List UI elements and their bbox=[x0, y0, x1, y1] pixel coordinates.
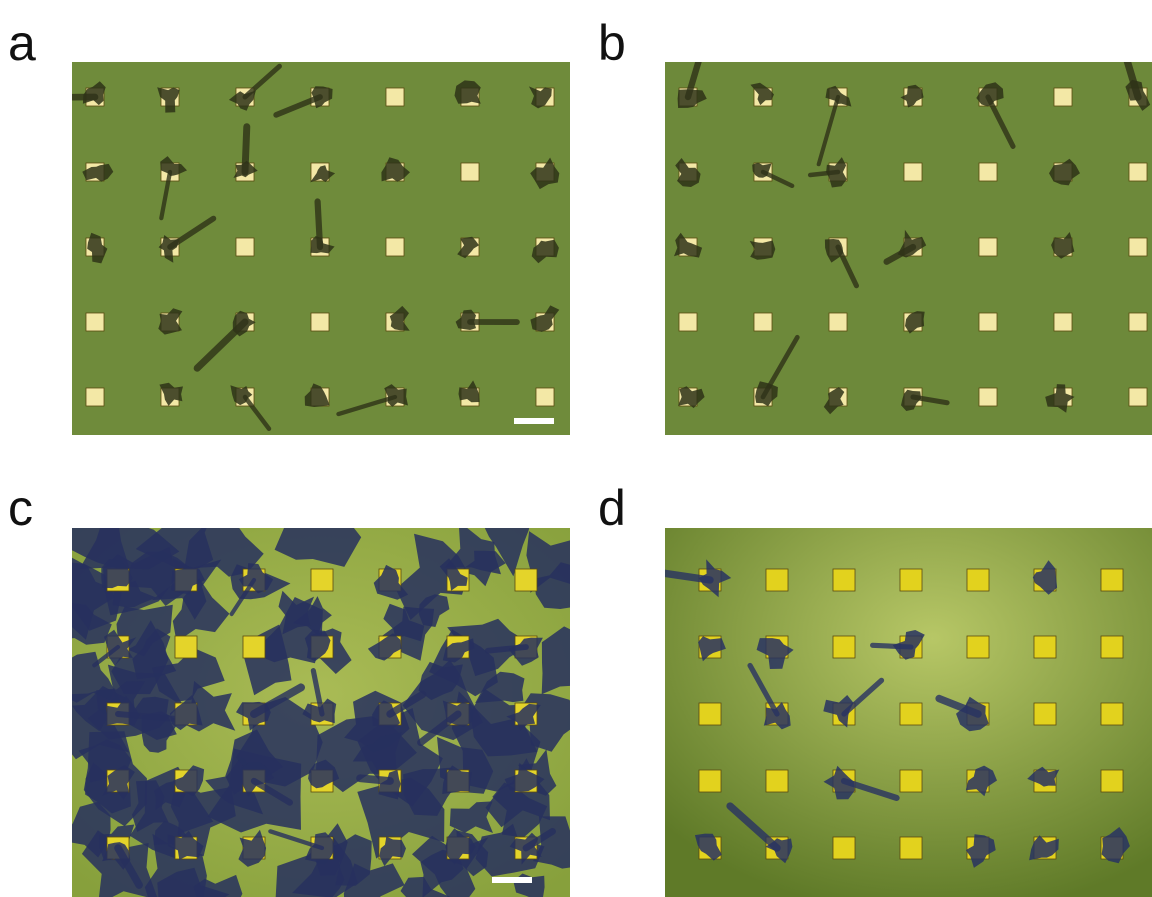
electrode-pad bbox=[766, 569, 788, 591]
figure: a b c d bbox=[0, 0, 1152, 897]
electrode-pad bbox=[1129, 163, 1147, 181]
electrode-pad bbox=[236, 238, 254, 256]
electrode-pad bbox=[900, 703, 922, 725]
electrode-pad bbox=[515, 569, 537, 591]
electrode-pad bbox=[833, 569, 855, 591]
electrode-pad bbox=[754, 313, 772, 331]
electrode-pad bbox=[86, 313, 104, 331]
panel-label: b bbox=[598, 15, 626, 71]
electrode-pad bbox=[1101, 636, 1123, 658]
scale-bar bbox=[492, 877, 532, 883]
electrode-pad bbox=[833, 636, 855, 658]
electrode-pad bbox=[311, 313, 329, 331]
electrode-pad bbox=[536, 388, 554, 406]
electrode-pad bbox=[1101, 569, 1123, 591]
electrode-pad bbox=[967, 569, 989, 591]
electrode-pad bbox=[699, 770, 721, 792]
electrode-pad bbox=[386, 238, 404, 256]
electrode-pad bbox=[243, 636, 265, 658]
electrode-pad bbox=[1101, 770, 1123, 792]
electrode-pad bbox=[1101, 703, 1123, 725]
micrograph bbox=[59, 62, 570, 435]
micrograph bbox=[649, 528, 1152, 897]
electrode-pad bbox=[1034, 703, 1056, 725]
electrode-pad bbox=[829, 313, 847, 331]
electrode-pad bbox=[979, 163, 997, 181]
cell-process bbox=[318, 202, 320, 247]
electrode-pad bbox=[833, 837, 855, 859]
electrode-pad bbox=[967, 636, 989, 658]
panel-label: d bbox=[598, 480, 626, 536]
electrode-pad bbox=[175, 636, 197, 658]
cell-process bbox=[245, 127, 247, 172]
electrode-pad bbox=[979, 313, 997, 331]
electrode-pad bbox=[679, 313, 697, 331]
electrode-pad bbox=[1054, 313, 1072, 331]
electrode-pad bbox=[1034, 636, 1056, 658]
electrode-pad bbox=[900, 770, 922, 792]
panel-label: a bbox=[8, 15, 36, 71]
cell-process bbox=[360, 778, 390, 781]
scale-bar bbox=[514, 418, 554, 424]
electrode-pad bbox=[461, 163, 479, 181]
electrode-pad bbox=[900, 569, 922, 591]
panel-label: c bbox=[8, 480, 33, 536]
electrode-pad bbox=[979, 388, 997, 406]
electrode-pad bbox=[1129, 238, 1147, 256]
electrode-pad bbox=[766, 770, 788, 792]
electrode-pad bbox=[699, 703, 721, 725]
electrode-pad bbox=[386, 88, 404, 106]
electrode-pad bbox=[1054, 88, 1072, 106]
cell-process bbox=[488, 647, 526, 651]
cell bbox=[275, 493, 362, 567]
electrode-pad bbox=[86, 388, 104, 406]
micrograph bbox=[665, 48, 1152, 435]
cell-process bbox=[810, 172, 838, 175]
micrograph bbox=[35, 486, 592, 897]
electrode-pad bbox=[311, 569, 333, 591]
electrode-pad bbox=[1129, 388, 1147, 406]
electrode-pad bbox=[900, 837, 922, 859]
electrode-pad bbox=[979, 238, 997, 256]
cell-process bbox=[873, 645, 911, 647]
electrode-pad bbox=[1129, 313, 1147, 331]
electrode-pad bbox=[904, 163, 922, 181]
